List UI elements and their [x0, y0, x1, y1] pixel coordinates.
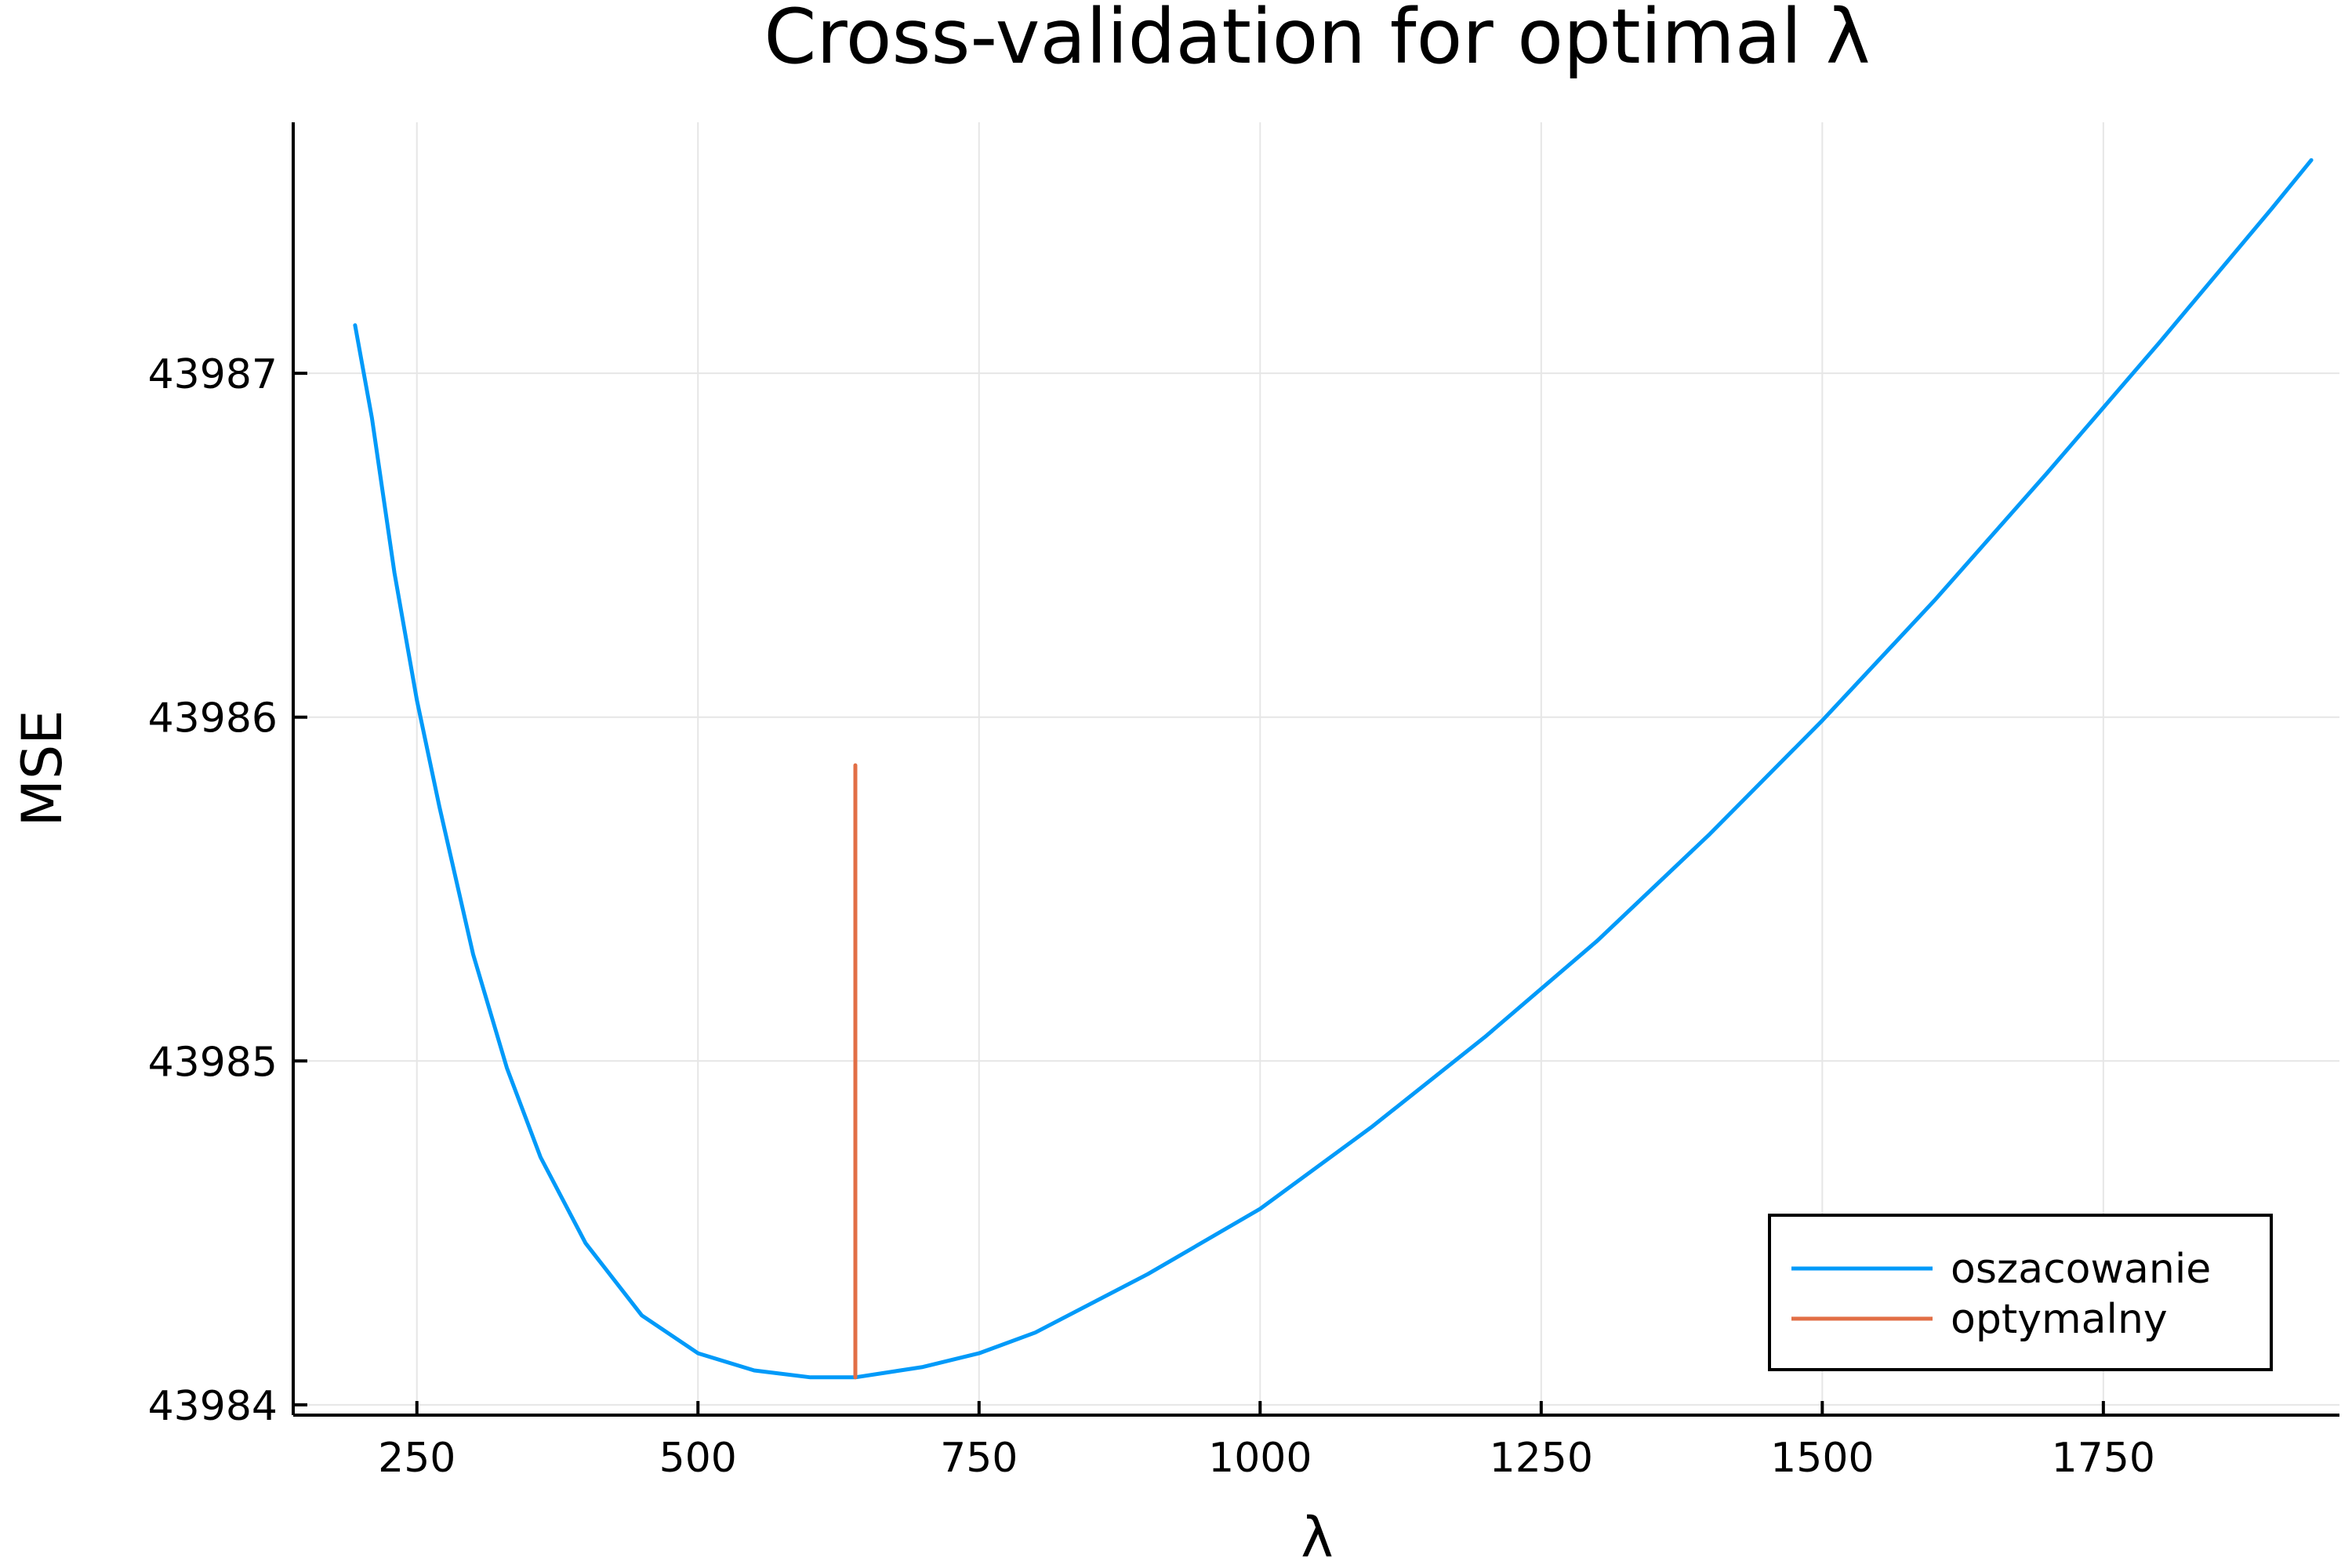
y-tick-label: 43986 [148, 695, 278, 742]
x-tick-label: 1250 [1490, 1435, 1593, 1482]
legend-label-oszacowanie: oszacowanie [1951, 1246, 2211, 1293]
series-layer [353, 158, 2314, 1380]
y-axis-ticks: 43984 43985 43986 43987 [148, 351, 307, 1430]
y-tick-label: 43987 [148, 351, 278, 398]
series-line-oszacowanie [353, 158, 2314, 1380]
legend-label-optymalny: optymalny [1951, 1296, 2168, 1343]
legend: oszacowanie optymalny [1768, 1214, 2273, 1371]
y-tick-label: 43985 [148, 1039, 278, 1086]
chart-title: Cross-validation for optimal λ [764, 0, 1870, 81]
grid-horizontal-lines [293, 372, 2339, 1406]
grid-vertical-lines [416, 122, 2104, 1415]
x-tick-label: 500 [659, 1435, 737, 1482]
y-axis-label: MSE [10, 710, 74, 826]
x-axis-label: λ [1301, 1505, 1333, 1568]
x-axis-ticks: 250 500 750 1000 1250 1500 1750 [378, 1401, 2155, 1482]
x-tick-label: 1750 [2052, 1435, 2155, 1482]
x-tick-label: 1500 [1770, 1435, 1874, 1482]
y-tick-label: 43984 [148, 1383, 278, 1430]
x-tick-label: 750 [940, 1435, 1018, 1482]
x-tick-label: 250 [378, 1435, 456, 1482]
x-tick-label: 1000 [1208, 1435, 1312, 1482]
legend-box [1768, 1214, 2273, 1371]
